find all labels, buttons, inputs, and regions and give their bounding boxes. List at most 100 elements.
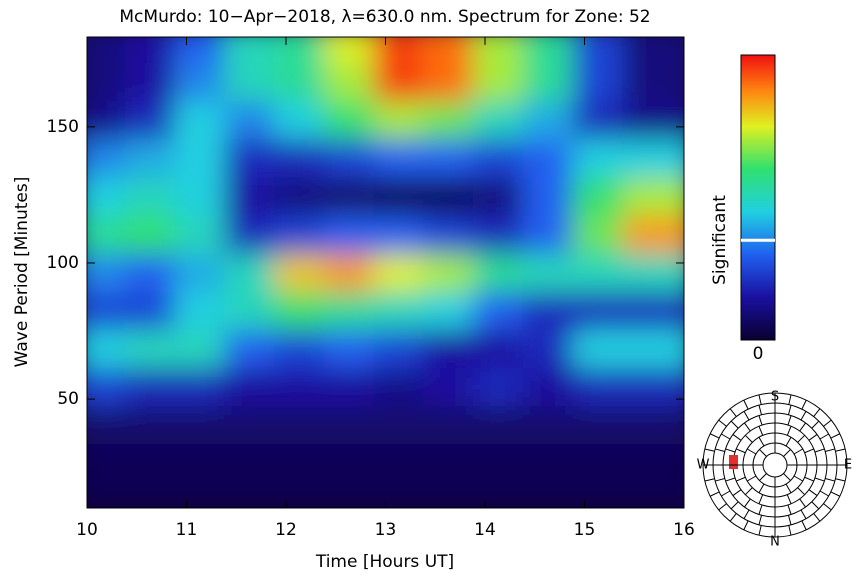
- compass-spoke: [758, 426, 764, 436]
- compass-spoke: [786, 426, 792, 436]
- compass-spoke: [758, 504, 763, 515]
- y-axis-label: Wave Period [Minutes]: [12, 177, 32, 368]
- compass-spoke: [814, 448, 825, 453]
- compass-spoke: [783, 449, 791, 457]
- compass-spoke: [758, 404, 763, 415]
- colorbar-label: Significant: [710, 195, 730, 285]
- compass-spoke: [788, 394, 792, 405]
- compass-spoke: [804, 476, 814, 482]
- x-tick-label: 16: [673, 520, 695, 540]
- compass-spoke: [823, 419, 832, 427]
- compass-spoke: [801, 520, 807, 531]
- x-tick-label: 11: [176, 520, 198, 540]
- compass-spoke: [799, 498, 806, 508]
- compass-spoke: [730, 501, 739, 510]
- compass-spoke: [732, 434, 742, 441]
- compass-spoke: [758, 415, 763, 426]
- compass-spoke: [747, 448, 757, 455]
- compass-spoke: [835, 448, 846, 452]
- compass-spoke: [804, 448, 814, 454]
- compass-label: S: [771, 390, 779, 405]
- compass-spoke: [732, 489, 742, 496]
- compass-spoke: [730, 420, 739, 429]
- compass-spoke: [787, 515, 792, 526]
- compass-spoke: [825, 477, 836, 482]
- compass-spoke: [819, 433, 829, 440]
- compass-spoke: [743, 411, 750, 421]
- compass-spoke: [785, 483, 792, 493]
- x-axis-label: Time [Hours UT]: [315, 552, 454, 572]
- compass-spoke: [704, 478, 715, 482]
- compass-spoke: [788, 525, 792, 536]
- compass-spoke: [811, 420, 820, 429]
- y-tick-label: 150: [47, 117, 79, 137]
- compass-spoke: [721, 490, 731, 497]
- compass-label: E: [844, 458, 852, 473]
- x-tick-label: 13: [375, 520, 397, 540]
- compass-spoke: [709, 433, 720, 439]
- compass-spoke: [800, 411, 807, 421]
- compass-spoke: [758, 394, 762, 405]
- compass-spoke: [758, 525, 762, 536]
- compass-label: W: [697, 458, 710, 473]
- compass: [702, 392, 848, 538]
- compass-spoke: [743, 520, 749, 531]
- compass-spoke: [709, 491, 720, 497]
- y-tick-label: 100: [47, 253, 79, 273]
- compass-spoke: [819, 490, 829, 497]
- compass-spoke: [823, 503, 832, 511]
- compass-spoke: [797, 434, 806, 443]
- compass-spoke: [793, 475, 803, 482]
- x-tick-label: 10: [76, 520, 98, 540]
- compass-spoke: [744, 434, 753, 443]
- colorbar-tick-label: 0: [753, 344, 764, 364]
- compass-spoke: [736, 476, 746, 482]
- compass-spoke: [729, 513, 737, 522]
- compass-spoke: [758, 483, 765, 493]
- compass-spoke: [759, 473, 767, 481]
- y-tick-label: 50: [57, 389, 79, 409]
- compass-spoke: [743, 399, 749, 410]
- compass-spoke: [814, 477, 825, 482]
- cells: [87, 37, 684, 507]
- compass-spoke: [787, 415, 792, 426]
- compass-spoke: [743, 509, 750, 519]
- compass-spoke: [793, 448, 803, 455]
- compass-spoke: [721, 433, 731, 440]
- x-tick-label: 12: [275, 520, 297, 540]
- compass-spoke: [787, 404, 792, 415]
- compass-spoke: [744, 498, 751, 508]
- compass-spoke: [786, 494, 792, 504]
- heatmap: [87, 37, 684, 508]
- compass-spoke: [785, 437, 792, 447]
- compass-spoke: [800, 509, 807, 519]
- compass-spoke: [813, 513, 821, 522]
- compass-spoke: [744, 422, 751, 432]
- compass-spoke: [808, 434, 818, 441]
- compass-spoke: [787, 504, 792, 515]
- compass-spoke: [813, 408, 821, 417]
- compass-spoke: [811, 501, 820, 510]
- compass-spoke: [758, 515, 763, 526]
- compass-spoke: [808, 489, 818, 496]
- compass-spoke: [783, 473, 791, 481]
- compass-spoke: [747, 475, 757, 482]
- compass-spoke: [744, 487, 753, 496]
- compass-spoke: [825, 448, 836, 453]
- compass-spoke: [830, 433, 841, 439]
- compass-spoke: [830, 491, 841, 497]
- x-tick-label: 15: [574, 520, 596, 540]
- heat-cell: [622, 444, 684, 507]
- colorbar: [740, 54, 776, 341]
- compass-spoke: [729, 408, 737, 417]
- compass-spoke: [797, 487, 806, 496]
- compass-spoke: [758, 494, 764, 504]
- compass-spoke: [835, 478, 846, 482]
- compass-spoke: [736, 448, 746, 454]
- compass-spoke: [714, 477, 725, 482]
- compass-spoke: [718, 419, 727, 427]
- compass-spoke: [704, 448, 715, 452]
- compass-spoke: [718, 503, 727, 511]
- compass-spoke: [799, 422, 806, 432]
